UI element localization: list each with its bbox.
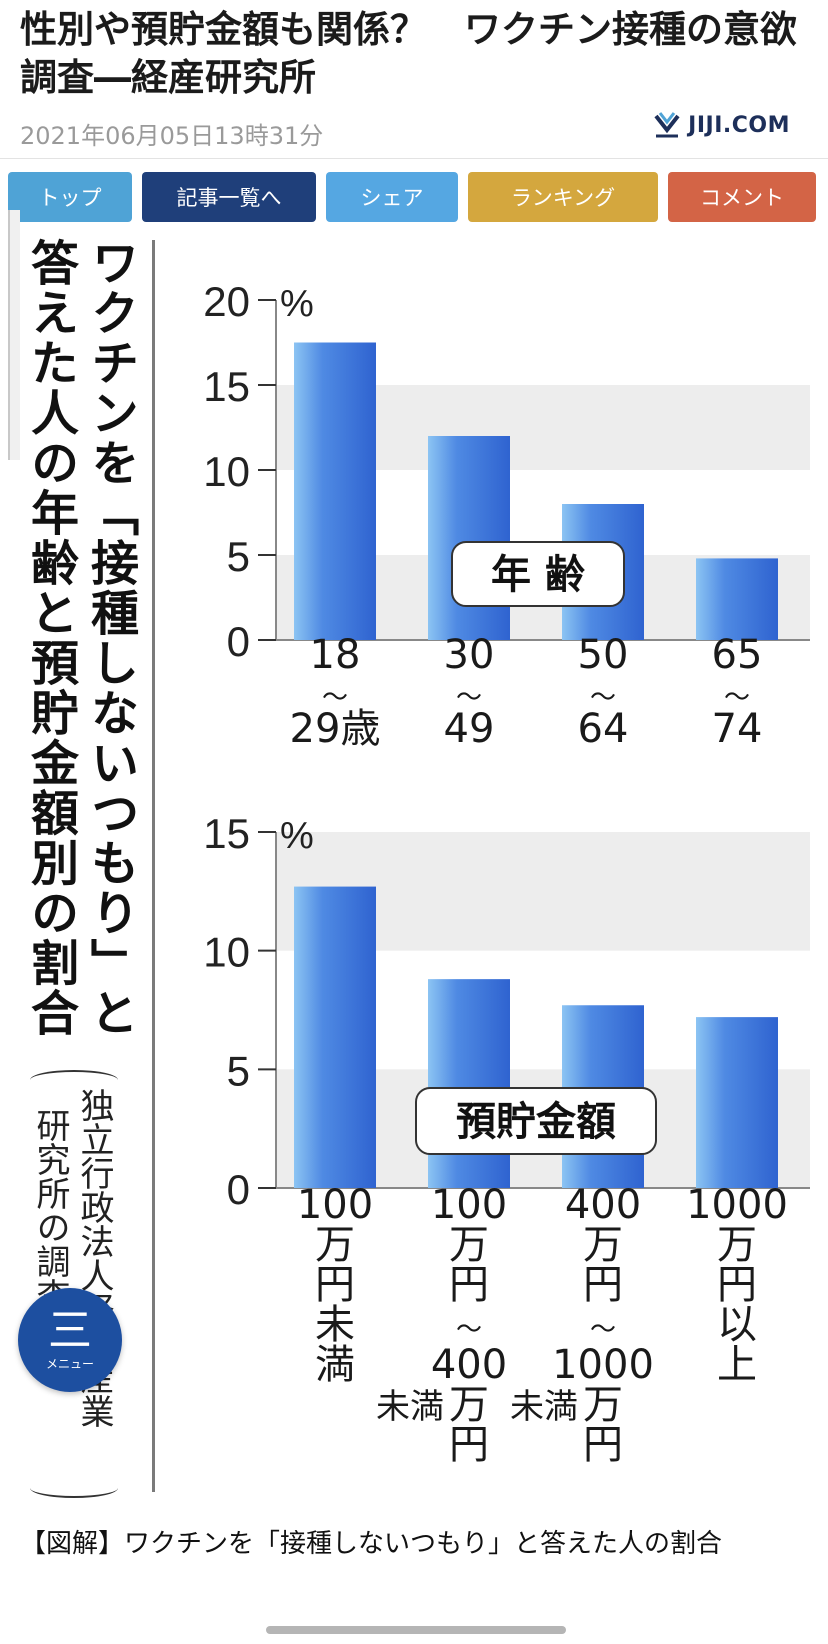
chart2-xlabel-3-2: 円 <box>717 1262 757 1308</box>
menu-button[interactable]: 三 メニュー <box>18 1288 122 1392</box>
jiji-logo-icon <box>654 112 680 138</box>
menu-icon: 三 <box>48 1304 92 1356</box>
chart1-ytick-label-2: 10 <box>203 448 250 495</box>
chart2-xlabel-2-6: 円 <box>583 1422 623 1468</box>
chart2-xlabel-1-4: 400 <box>431 1342 507 1388</box>
chart2-ytick-label-0: 0 <box>227 1166 250 1213</box>
chart2-xlabel-2-1: 万 <box>583 1222 623 1268</box>
chart1-title: 年 齢 <box>491 552 585 598</box>
chart2-xlabel-1-6: 円 <box>449 1422 489 1468</box>
source-bracket-bottom <box>30 1478 118 1498</box>
nav-ranking-button[interactable]: ランキング <box>468 172 658 222</box>
chart1-xlabel-2-1: 〜 <box>590 683 616 713</box>
chart2-xlabel-3-4: 上 <box>717 1342 757 1388</box>
nav-comment-button[interactable]: コメント <box>668 172 816 222</box>
chart1-ytick-label-0: 0 <box>227 618 250 665</box>
chart1-title-box <box>451 541 625 607</box>
chart2-title: 預貯金額 <box>456 1099 616 1145</box>
chart1-xlabel-0-1: 〜 <box>322 683 348 713</box>
figure-caption: 【図解】ワクチンを「接種しないつもり」と答えた人の割合 <box>20 1529 723 1559</box>
chart2-xlabel-0-4: 満 <box>315 1342 355 1388</box>
chart1-xlabel-3-2: 74 <box>712 706 763 752</box>
chart1-bar-3 <box>696 558 778 640</box>
chart2-xlabel-3-0: 1000 <box>686 1182 788 1228</box>
chart1-xlabel-2-2: 64 <box>578 706 629 752</box>
chart1-xlabel-1-0: 30 <box>444 632 495 678</box>
chart1-xlabel-1-2: 49 <box>444 706 495 752</box>
header-divider <box>0 158 828 159</box>
chart2-xlabel-0-3: 未 <box>315 1302 355 1348</box>
chart2-xlabel-3-3: 以 <box>717 1302 757 1348</box>
chart1-xlabel-1-1: 〜 <box>456 683 482 713</box>
article-nav: トップ 記事一覧へ シェア ランキング コメント <box>8 172 816 222</box>
chart2-xlabel-1-5: 万 <box>449 1382 489 1428</box>
chart1-xlabel-0-2: 29歳 <box>290 706 381 752</box>
infographic-title-line2: 答えた人の年齢と預貯金額別の割合 <box>22 238 78 1038</box>
chart2-bar-1 <box>428 979 510 1188</box>
chart1-ytick-label-3: 15 <box>203 363 250 410</box>
chart1-ytick-label-4: 20 <box>203 278 250 325</box>
jiji-logo[interactable]: JIJI.COM <box>652 110 790 140</box>
chart1-xlabel-0-0: 18 <box>310 632 361 678</box>
chart2-xlabel-2-2: 円 <box>583 1262 623 1308</box>
chart1-ytick-label-1: 5 <box>227 533 250 580</box>
chart2-title-box <box>415 1087 657 1155</box>
chart1-xlabel-3-0: 65 <box>712 632 763 678</box>
chart2-xlabel-0-0: 100 <box>297 1182 373 1228</box>
chart1-bar-1 <box>428 436 510 640</box>
chart2-ytick-label-1: 5 <box>227 1047 250 1094</box>
chart2-xlabel-2-3: 〜 <box>590 1315 616 1345</box>
nav-top-button[interactable]: トップ <box>8 172 132 222</box>
chart2-bar-3 <box>696 1017 778 1188</box>
nav-article-list-button[interactable]: 記事一覧へ <box>142 172 316 222</box>
chart2-xlabel-3-1: 万 <box>717 1222 757 1268</box>
infographic-divider <box>152 240 155 1492</box>
chart1-xlabel-2-0: 50 <box>578 632 629 678</box>
chart2-xlabel-1-2: 円 <box>449 1262 489 1308</box>
nav-share-button[interactable]: シェア <box>326 172 458 222</box>
chart1-bar-0 <box>294 342 376 640</box>
chart1-unit: % <box>280 283 314 325</box>
chart2-xlabel-1-7: 未満 <box>376 1387 444 1427</box>
chart2-xlabel-2-5: 万 <box>583 1382 623 1428</box>
chart2-xlabel-2-7: 未満 <box>510 1387 578 1427</box>
source-bracket-top <box>30 1070 118 1090</box>
chart2-xlabel-1-1: 万 <box>449 1222 489 1268</box>
chart2-xlabel-0-2: 円 <box>315 1262 355 1308</box>
chart2-bar-0 <box>294 886 376 1188</box>
article-datetime: 2021年06月05日13時31分 <box>20 122 324 150</box>
article-headline: 性別や預貯金額も関係？ ワクチン接種の意欲調査―経産研究所 <box>20 8 797 99</box>
menu-label: メニュー <box>45 1356 94 1371</box>
chart2-ytick-label-2: 10 <box>203 929 250 976</box>
scroll-indicator[interactable] <box>8 210 20 460</box>
chart2-ytick-label-3: 15 <box>203 810 250 857</box>
chart2-xlabel-2-4: 1000 <box>552 1342 654 1388</box>
chart1-xlabel-3-1: 〜 <box>724 683 750 713</box>
brand-name: JIJI.COM <box>688 112 790 138</box>
chart2-xlabel-0-1: 万 <box>315 1222 355 1268</box>
chart2-xlabel-1-3: 〜 <box>456 1315 482 1345</box>
infographic-title-line1: ワクチンを「接種しないつもり」と <box>82 238 138 1038</box>
chart2-xlabel-2-0: 400 <box>565 1182 641 1228</box>
chart2-unit: % <box>280 815 314 857</box>
chart2-xlabel-1-0: 100 <box>431 1182 507 1228</box>
home-indicator[interactable] <box>266 1626 566 1634</box>
